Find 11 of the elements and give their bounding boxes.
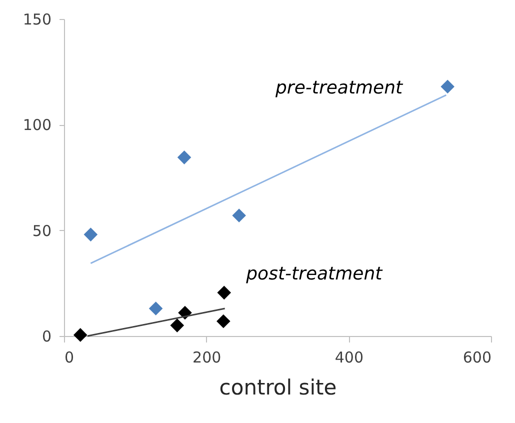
- y-tick-label: 0: [42, 328, 52, 346]
- x-tick-label: 200: [192, 348, 222, 366]
- y-tick-label: 150: [22, 10, 52, 28]
- text: pre-treatment: [274, 78, 404, 99]
- x-tick-label: 0: [64, 348, 74, 366]
- x-tick-label: 400: [334, 348, 364, 366]
- y-tick-label: 100: [22, 116, 52, 134]
- x-tick-label: 600: [462, 348, 492, 366]
- x-axis-title: control site: [219, 376, 337, 400]
- y-tick-label: 50: [32, 222, 52, 240]
- series-label: post-treatment: [245, 264, 384, 285]
